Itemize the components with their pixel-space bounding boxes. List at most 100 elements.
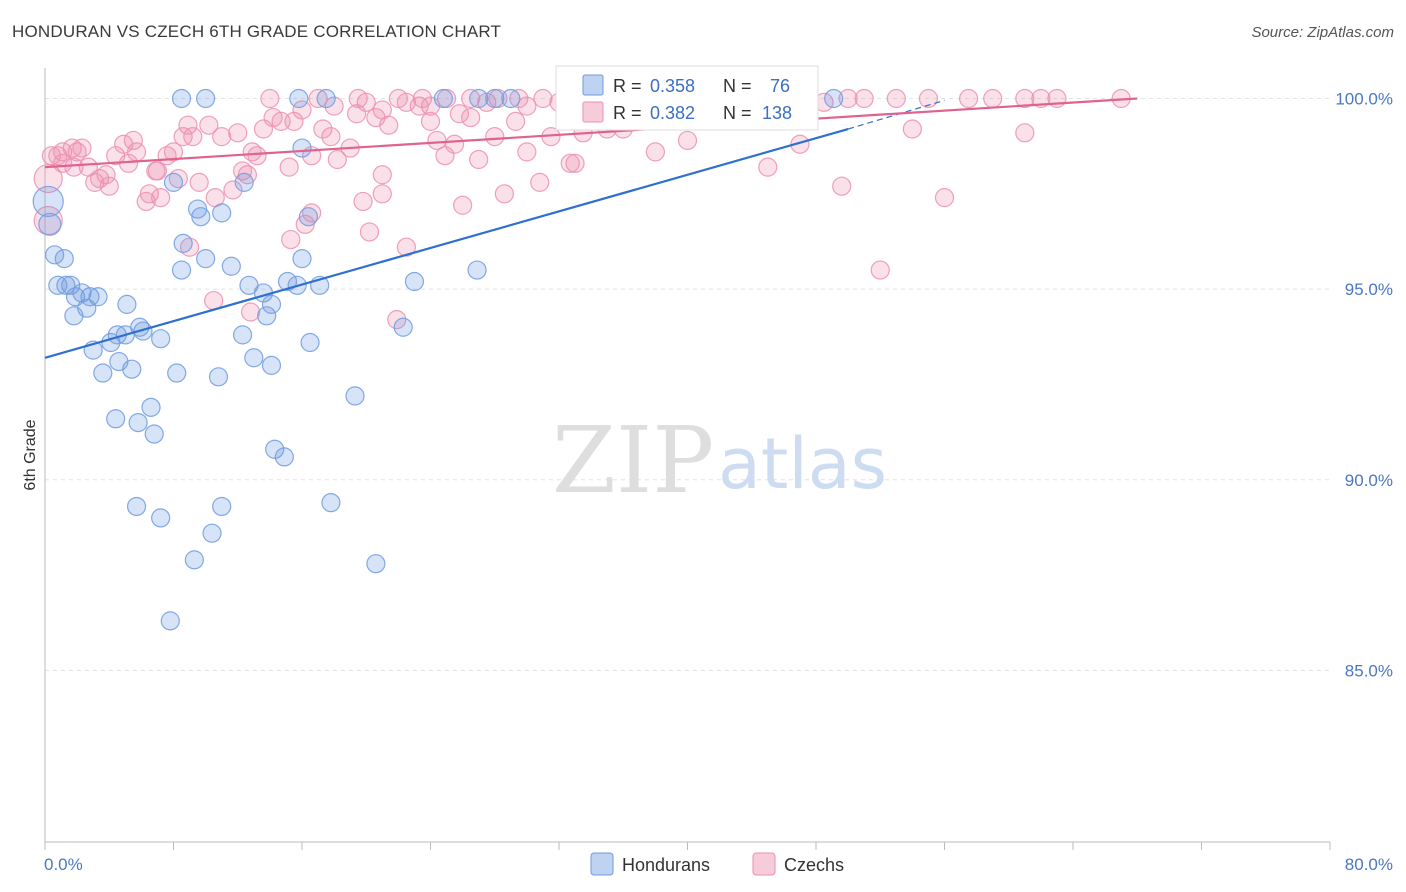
czech-point bbox=[444, 134, 465, 154]
czech-point bbox=[1015, 123, 1035, 143]
czech-point bbox=[958, 88, 979, 109]
czech-point bbox=[189, 172, 209, 192]
czech-point bbox=[509, 88, 529, 109]
czech-point bbox=[99, 176, 119, 196]
czech-point bbox=[870, 260, 890, 280]
czech-point bbox=[396, 237, 417, 257]
honduran-point bbox=[196, 249, 216, 269]
czech-point bbox=[33, 205, 63, 236]
czech-point bbox=[412, 88, 433, 109]
stats-legend-box bbox=[555, 65, 819, 131]
legend-label-czechs: Czechs bbox=[784, 855, 844, 875]
czech-point bbox=[281, 229, 301, 250]
y-tick-label: 100.0% bbox=[1335, 90, 1393, 109]
legend-n-value: 76 bbox=[770, 76, 790, 96]
czech-point bbox=[461, 107, 481, 128]
czech-point bbox=[53, 142, 73, 162]
honduran-point bbox=[38, 212, 62, 236]
czech-point bbox=[420, 111, 441, 131]
honduran-point bbox=[345, 386, 365, 406]
watermark-atlas: atlas bbox=[718, 423, 887, 505]
honduran-point bbox=[128, 412, 148, 433]
czech-point bbox=[178, 115, 198, 135]
legend-label-hondurans: Hondurans bbox=[622, 855, 710, 875]
czech-point bbox=[918, 88, 939, 109]
czechs-points bbox=[33, 88, 1131, 330]
czech-point bbox=[372, 184, 392, 204]
czech-point bbox=[469, 149, 489, 170]
honduran-point bbox=[54, 249, 74, 269]
y-tick-label: 90.0% bbox=[1345, 471, 1393, 490]
czech-point bbox=[284, 111, 304, 131]
honduran-point bbox=[133, 321, 153, 341]
honduran-point bbox=[467, 260, 487, 280]
czech-point bbox=[387, 310, 407, 330]
czech-point bbox=[461, 88, 481, 109]
source-label: Source: ZipAtlas.com bbox=[1251, 24, 1394, 41]
honduran-point bbox=[173, 233, 193, 253]
honduran-point bbox=[171, 88, 192, 109]
honduran-point bbox=[77, 298, 97, 318]
czechs-trend-line bbox=[44, 97, 1138, 169]
czech-point bbox=[53, 153, 73, 173]
czech-point bbox=[356, 92, 376, 112]
hondurans-trend-line bbox=[44, 127, 849, 359]
czech-point bbox=[324, 96, 344, 116]
honduran-point bbox=[824, 88, 844, 109]
czech-point bbox=[241, 302, 261, 322]
czech-point bbox=[645, 142, 665, 162]
honduran-point bbox=[232, 325, 253, 345]
honduran-point bbox=[151, 329, 171, 349]
czech-point bbox=[308, 88, 328, 109]
czech-point bbox=[199, 115, 219, 135]
czech-point bbox=[854, 88, 874, 109]
honduran-point bbox=[212, 203, 232, 223]
czech-point bbox=[279, 157, 299, 177]
legend-r-label: R = bbox=[613, 103, 642, 123]
honduran-point bbox=[163, 172, 184, 192]
honduran-point bbox=[393, 317, 413, 337]
legend-n-value: 138 bbox=[762, 103, 792, 123]
honduran-point bbox=[191, 207, 211, 227]
honduran-point bbox=[298, 207, 319, 227]
legend-swatch-czechs bbox=[582, 101, 604, 123]
czech-point bbox=[396, 92, 417, 112]
czech-point bbox=[372, 165, 392, 185]
honduran-point bbox=[160, 611, 180, 631]
watermark: ZIP atlas bbox=[552, 407, 887, 514]
honduran-point bbox=[106, 409, 126, 429]
honduran-point bbox=[261, 355, 282, 375]
honduran-point bbox=[433, 88, 453, 109]
honduran-point bbox=[117, 294, 137, 314]
czech-point bbox=[126, 142, 147, 162]
czech-point bbox=[758, 157, 778, 177]
honduran-point bbox=[316, 88, 336, 109]
legend-r-label: R = bbox=[613, 76, 642, 96]
czech-point bbox=[353, 191, 373, 212]
legend-swatch-czechs bbox=[752, 852, 776, 876]
axes bbox=[44, 68, 1331, 850]
legend-n-label: N = bbox=[723, 103, 752, 123]
honduran-point bbox=[171, 260, 192, 280]
honduran-point bbox=[321, 493, 341, 513]
honduran-point bbox=[221, 256, 241, 276]
czech-point bbox=[506, 111, 526, 131]
czech-point bbox=[247, 146, 267, 166]
x-tick-label: 80.0% bbox=[1345, 855, 1393, 874]
legend-r-value: 0.358 bbox=[650, 76, 695, 96]
honduran-point bbox=[32, 185, 64, 218]
watermark-zip: ZIP bbox=[552, 407, 714, 514]
czech-point bbox=[902, 119, 922, 139]
honduran-point bbox=[257, 306, 277, 326]
czech-point bbox=[212, 127, 232, 147]
x-tick-labels: 0.0% 80.0% bbox=[44, 855, 1393, 874]
czech-point bbox=[223, 180, 243, 200]
series-legend: Hondurans Czechs bbox=[590, 852, 844, 876]
honduran-point bbox=[289, 88, 309, 109]
honduran-point bbox=[274, 447, 294, 467]
czech-point bbox=[983, 88, 1003, 109]
honduran-point bbox=[485, 88, 505, 109]
czech-point bbox=[485, 127, 505, 147]
czech-point bbox=[41, 146, 62, 166]
honduran-point bbox=[234, 172, 254, 192]
